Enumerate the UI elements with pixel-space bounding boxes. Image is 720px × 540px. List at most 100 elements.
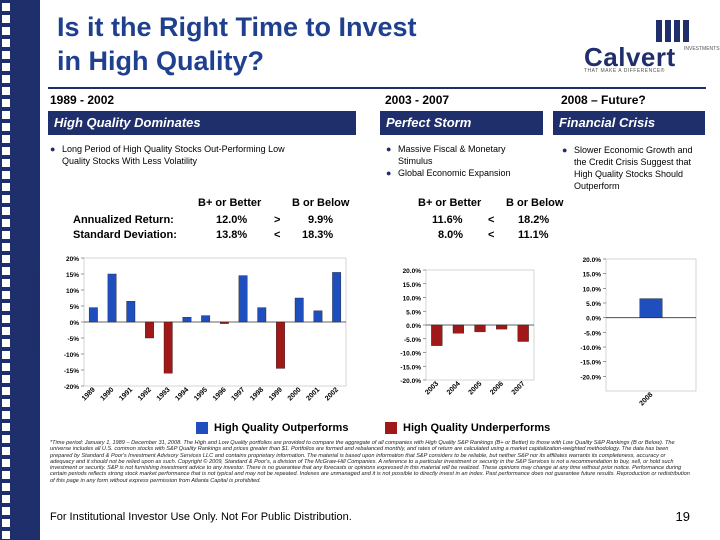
- y-tick-label: -10.0%: [580, 345, 601, 352]
- sidebar-square: [2, 483, 10, 491]
- sidebar-square: [2, 195, 10, 203]
- x-tick-label: 2008: [638, 391, 654, 407]
- bullet-item: ● Global Economic Expansion: [386, 168, 511, 178]
- logo-mark-icon: [656, 20, 689, 42]
- sidebar-square: [2, 3, 10, 11]
- y-tick-label: -5%: [67, 336, 79, 343]
- bar-1998: [257, 307, 267, 323]
- bar-2005: [474, 324, 486, 333]
- bullet-icon: ●: [50, 144, 56, 154]
- bar-1996: [219, 321, 229, 324]
- sidebar-square: [2, 123, 10, 131]
- bar-1999: [276, 321, 285, 369]
- sidebar-square: [2, 51, 10, 59]
- sidebar-square: [2, 315, 10, 323]
- x-tick-label: 2000: [287, 386, 303, 402]
- stat-value: 13.8%: [216, 229, 248, 241]
- period-3-bullets: ● Slower Economic Growth and the Credit C…: [562, 144, 702, 192]
- chart-2008: 20.0% 15.0% 10.0% 5.0% 0.0% -5.0% -10.0% -15.0%…: [580, 257, 697, 407]
- sidebar-square: [2, 375, 10, 383]
- sidebar-square: [2, 459, 10, 467]
- chart-1989-2002: 20% 15% 10% 5% 0% -5% -10% -15% -20% 1989 1990 1991…: [64, 256, 347, 402]
- sidebar-square: [2, 303, 10, 311]
- period-2-banner: Perfect Storm: [380, 111, 543, 135]
- sidebar-square: [2, 231, 10, 239]
- page-number: 19: [675, 509, 690, 524]
- x-tick-label: 1998: [249, 386, 265, 402]
- bullet-icon: ●: [386, 144, 392, 154]
- sidebar-square: [2, 327, 10, 335]
- y-tick-label: 15.0%: [583, 272, 602, 279]
- stats-right-h1: B+ or Better: [418, 197, 482, 209]
- sidebar-square: [2, 243, 10, 251]
- stat-compare: <: [488, 229, 495, 241]
- sidebar-square: [2, 351, 10, 359]
- y-tick-label: -20.0%: [580, 374, 601, 381]
- sidebar-square: [2, 519, 10, 527]
- x-tick-label: 2006: [489, 380, 505, 396]
- period-2-bullets: ● Massive Fiscal & Monetary Stimulus ● Glo…: [386, 143, 526, 179]
- logo-word: Calvert: [584, 42, 676, 72]
- footnote: *Time period: January 1, 1989 – December…: [50, 440, 690, 484]
- y-tick-label: -20%: [64, 384, 79, 391]
- sidebar-square: [2, 447, 10, 455]
- sidebar-square: [2, 291, 10, 299]
- y-tick-label: 5%: [70, 304, 80, 311]
- y-tick-label: 10.0%: [403, 296, 422, 303]
- bar-2003: [431, 324, 443, 346]
- bullet-item: ● Massive Fiscal & Monetary Stimulus: [386, 144, 506, 166]
- y-tick-label: 10%: [66, 288, 79, 295]
- bullet-icon: ●: [386, 168, 392, 178]
- bar-1995: [201, 315, 211, 323]
- sidebar-square: [2, 147, 10, 155]
- stat-value: 12.0%: [216, 214, 248, 226]
- sidebar-square: [2, 159, 10, 167]
- sidebar-square: [2, 435, 10, 443]
- y-tick-label: -10.0%: [400, 351, 421, 358]
- y-tick-label: 0.0%: [406, 323, 421, 330]
- stat-row-label: Annualized Return:: [73, 214, 174, 226]
- bar-2008: [639, 298, 663, 318]
- calvert-logo: Calvert INVESTMENTS THAT MAKE A DIFFEREN…: [584, 18, 720, 78]
- y-tick-label: 5.0%: [406, 309, 421, 316]
- x-tick-label: 2007: [511, 380, 527, 396]
- sidebar-square: [2, 255, 10, 263]
- sidebar-square: [2, 135, 10, 143]
- chart-2003-2007: 20.0% 15.0% 10.0% 5.0% 0.0% -5.0% -10.0% -15.0%…: [400, 268, 535, 396]
- y-axis-label: HQ/LQ Relative Return: [30, 268, 39, 352]
- bar-1997: [238, 275, 248, 323]
- plot-frame: [605, 258, 697, 392]
- sidebar-square: [2, 111, 10, 119]
- y-tick-label: -15.0%: [400, 364, 421, 371]
- bar-2001: [313, 310, 323, 323]
- bar-2007: [517, 324, 529, 342]
- x-tick-label: 2002: [324, 386, 340, 402]
- stat-value: 11.1%: [518, 229, 549, 241]
- x-tick-label: 1997: [231, 386, 247, 402]
- bar-1989: [88, 307, 98, 323]
- x-tick-label: 1996: [212, 386, 228, 402]
- bar-2006: [495, 324, 508, 330]
- y-tick-label: -5.0%: [404, 337, 421, 344]
- stat-row-label: Standard Deviation:: [73, 229, 177, 241]
- x-tick-label: 1989: [81, 386, 97, 402]
- period-2-range: 2003 - 2007: [385, 93, 450, 107]
- sidebar-square: [2, 27, 10, 35]
- y-tick-label: -5.0%: [584, 330, 601, 337]
- x-tick-label: 1991: [118, 386, 134, 402]
- sidebar-square: [2, 279, 10, 287]
- stat-value: 18.2%: [518, 214, 550, 226]
- period-3-range: 2008 – Future?: [561, 93, 646, 107]
- sidebar-square: [2, 171, 10, 179]
- stats-left-h2: B or Below: [292, 197, 350, 209]
- period-1-bullets: ● Long Period of High Quality Stocks Out-…: [50, 143, 305, 167]
- y-tick-label: -10%: [64, 352, 79, 359]
- stat-compare: >: [274, 214, 281, 226]
- y-tick-label: 0.0%: [586, 316, 601, 323]
- sidebar-square: [2, 63, 10, 71]
- legend-underperforms: High Quality Underperforms: [385, 422, 550, 434]
- stats-left-h1: B+ or Better: [198, 197, 262, 209]
- sidebar-square: [2, 39, 10, 47]
- y-tick-label: 0%: [70, 320, 80, 327]
- sidebar-square: [2, 15, 10, 23]
